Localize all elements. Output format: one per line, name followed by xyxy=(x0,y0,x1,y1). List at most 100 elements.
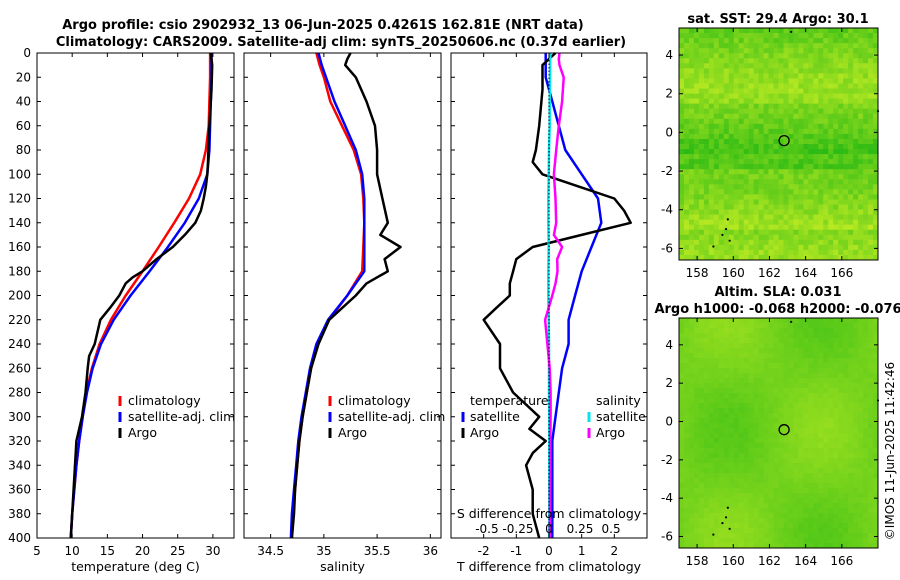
island-dot xyxy=(790,320,793,323)
map-cell xyxy=(693,508,700,514)
map-cell xyxy=(838,493,844,499)
map-cell xyxy=(833,164,839,170)
map-cell xyxy=(728,443,735,449)
map-cell xyxy=(698,488,705,494)
map-cell xyxy=(758,194,764,200)
map-cell xyxy=(843,164,849,170)
map-cell xyxy=(823,448,829,454)
map-cell xyxy=(718,443,725,449)
map-cell xyxy=(833,144,839,150)
map-cell xyxy=(758,93,764,100)
map-cell xyxy=(783,249,789,256)
map-cell xyxy=(753,478,760,484)
map-cell xyxy=(748,78,755,84)
map-cell xyxy=(848,338,854,344)
map-cell xyxy=(738,149,745,155)
map-cell xyxy=(873,144,879,150)
map-cell xyxy=(713,523,720,529)
map-cell xyxy=(873,443,879,449)
map-cell xyxy=(873,28,879,34)
map-cell xyxy=(778,493,784,499)
map-cell xyxy=(763,428,769,434)
map-cell xyxy=(688,33,695,39)
map-cell xyxy=(683,118,690,125)
map-cell xyxy=(733,533,740,539)
map-cell xyxy=(679,113,685,120)
map-cell xyxy=(723,239,730,246)
map-cell xyxy=(728,254,735,261)
map-cell xyxy=(698,373,705,379)
map-cell xyxy=(693,388,700,394)
map-cell xyxy=(823,463,829,469)
map-cell xyxy=(768,214,774,221)
map-cell xyxy=(828,318,834,324)
map-cell xyxy=(798,428,804,434)
map-cell xyxy=(733,63,740,69)
map-cell xyxy=(793,448,799,454)
map-cell xyxy=(843,523,849,529)
map-cell xyxy=(688,159,695,165)
map-cell xyxy=(688,518,695,524)
map-cell xyxy=(853,443,859,449)
map-cell xyxy=(743,254,750,261)
map-cell xyxy=(753,28,760,34)
map-cell xyxy=(773,378,779,384)
map-cell xyxy=(778,368,784,374)
map-cell xyxy=(863,154,869,160)
map-cell xyxy=(818,523,824,529)
map-cell xyxy=(863,209,869,216)
map-cell xyxy=(778,508,784,514)
map-cell xyxy=(828,164,834,170)
map-cell xyxy=(848,523,854,529)
map-cell xyxy=(858,43,864,49)
map-cell xyxy=(833,78,839,84)
map-cell xyxy=(873,488,879,494)
map-cell xyxy=(788,423,794,429)
map-cell xyxy=(763,458,769,464)
map-cell xyxy=(723,453,730,459)
map-cell xyxy=(813,159,819,165)
map-cell xyxy=(868,68,874,74)
map-cell xyxy=(693,73,700,79)
map-cell xyxy=(783,28,789,34)
map-cell xyxy=(793,403,799,409)
map-cell xyxy=(868,128,874,135)
map-cell xyxy=(733,184,740,190)
map-cell xyxy=(728,133,735,140)
map-cell xyxy=(763,159,769,165)
map-cell xyxy=(798,318,804,324)
map-cell xyxy=(793,43,799,49)
map-cell xyxy=(768,78,774,84)
map-cell xyxy=(688,533,695,539)
map-cell xyxy=(743,244,750,251)
map-cell xyxy=(783,448,789,454)
map-cell xyxy=(763,249,769,256)
map-cell xyxy=(703,458,710,464)
map-cell xyxy=(803,169,809,175)
map-cell xyxy=(693,398,700,404)
map-cell xyxy=(758,189,764,195)
map-cell xyxy=(708,154,715,160)
map-cell xyxy=(743,229,750,236)
map-cell xyxy=(688,28,695,34)
map-cell xyxy=(688,199,695,205)
y-tick-label: 300 xyxy=(8,410,31,424)
map-cell xyxy=(748,113,755,120)
map-cell xyxy=(853,458,859,464)
map-cell xyxy=(853,423,859,429)
map-cell xyxy=(778,204,784,210)
map-x-tick-label: 162 xyxy=(758,554,781,568)
figure-title-line2: Climatology: CARS2009. Satellite-adj cli… xyxy=(56,35,626,50)
map-cell xyxy=(679,73,685,79)
map-cell xyxy=(803,83,809,89)
map-cell xyxy=(793,209,799,216)
map-cell xyxy=(858,58,864,64)
map-cell xyxy=(683,229,690,236)
map-cell xyxy=(848,378,854,384)
map-cell xyxy=(693,368,700,374)
map-cell xyxy=(708,483,715,489)
map-cell xyxy=(788,174,794,180)
map-cell xyxy=(713,149,720,155)
map-cell xyxy=(823,189,829,195)
map-cell xyxy=(793,123,799,130)
